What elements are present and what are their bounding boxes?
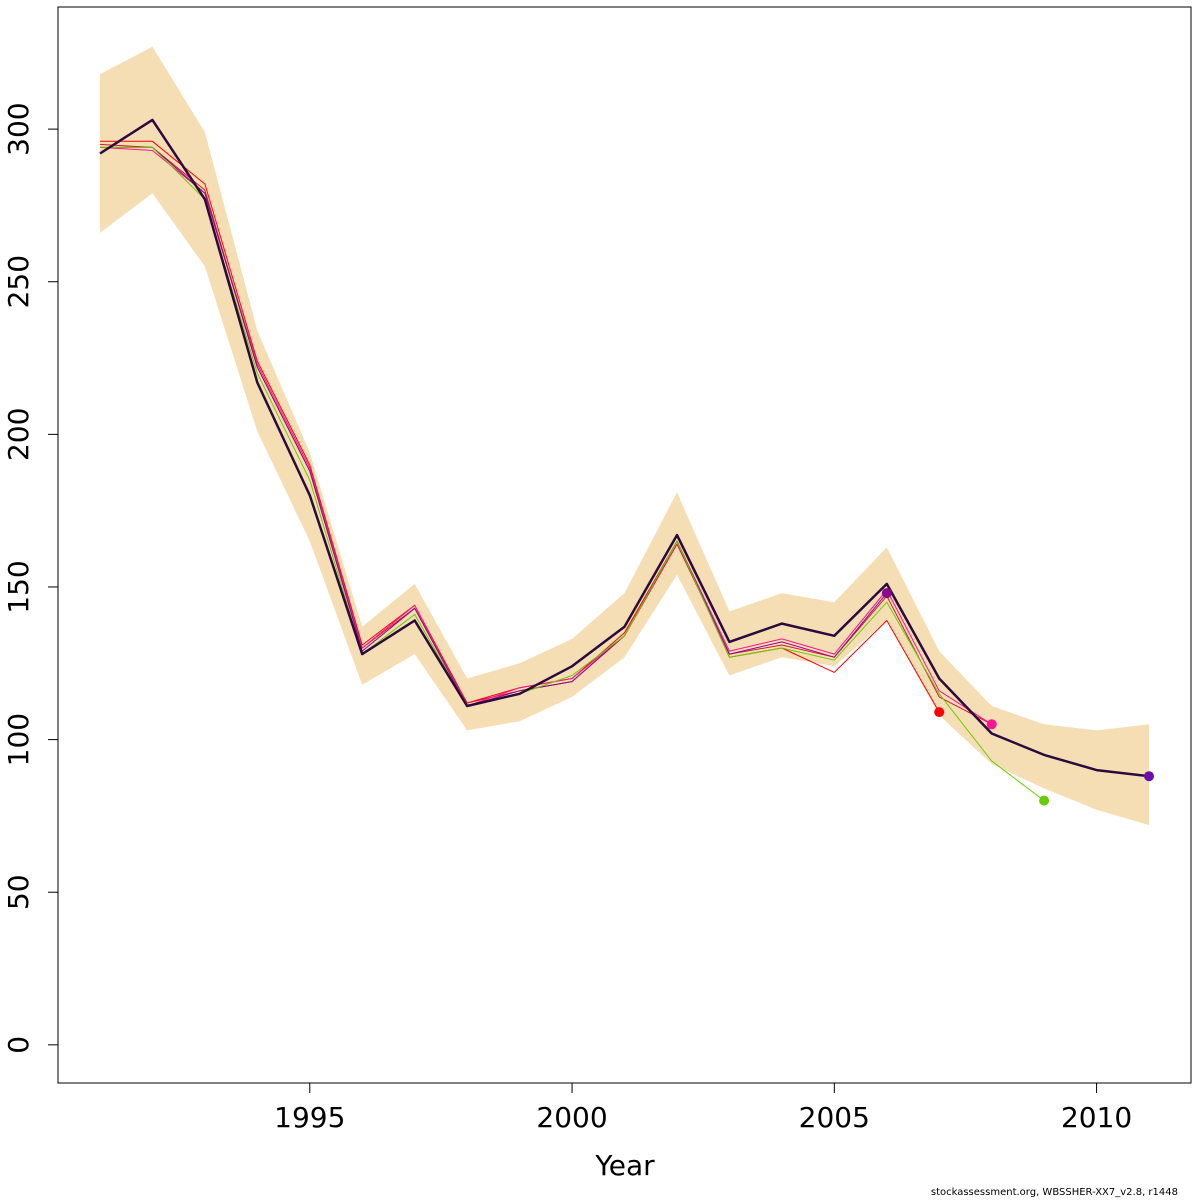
y-tick-label: 250 — [2, 255, 35, 308]
series-line-7 — [99, 118, 1150, 778]
series-end-point-5 — [1039, 795, 1050, 806]
series-layer — [99, 118, 1150, 801]
x-tick-label: 2005 — [799, 1101, 870, 1134]
series-end-point-3 — [986, 719, 997, 730]
y-tick-label: 300 — [2, 102, 35, 155]
x-axis: 1995 2000 2005 2010 — [274, 1083, 1132, 1134]
x-tick-label: 1995 — [274, 1101, 345, 1134]
series-end-point-6 — [1144, 771, 1154, 782]
series-line-4 — [100, 146, 888, 707]
y-tick-label: 50 — [2, 874, 35, 910]
y-axis: 0 50 100 150 200 250 300 — [2, 102, 58, 1054]
x-tick-label: 2010 — [1061, 1101, 1132, 1134]
footer-credit: stockassessment.org, WBSSHER-XX7_v2.8, r… — [930, 1187, 1178, 1198]
series-line-5 — [100, 146, 1045, 801]
confidence-band — [100, 46, 1149, 826]
series-end-point-4 — [881, 588, 892, 599]
series-end-point-1 — [934, 707, 945, 718]
x-tick-label: 2000 — [536, 1101, 607, 1134]
series-line-3 — [99, 146, 992, 725]
x-axis-label: Year — [594, 1149, 655, 1182]
y-tick-label: 150 — [2, 560, 35, 613]
confidence-band-layer — [100, 46, 1149, 826]
y-tick-label: 200 — [2, 408, 35, 461]
y-tick-label: 100 — [2, 713, 35, 766]
end-points-layer — [881, 588, 1154, 806]
plot-frame — [57, 6, 1192, 1084]
y-tick-label: 0 — [2, 1036, 35, 1054]
